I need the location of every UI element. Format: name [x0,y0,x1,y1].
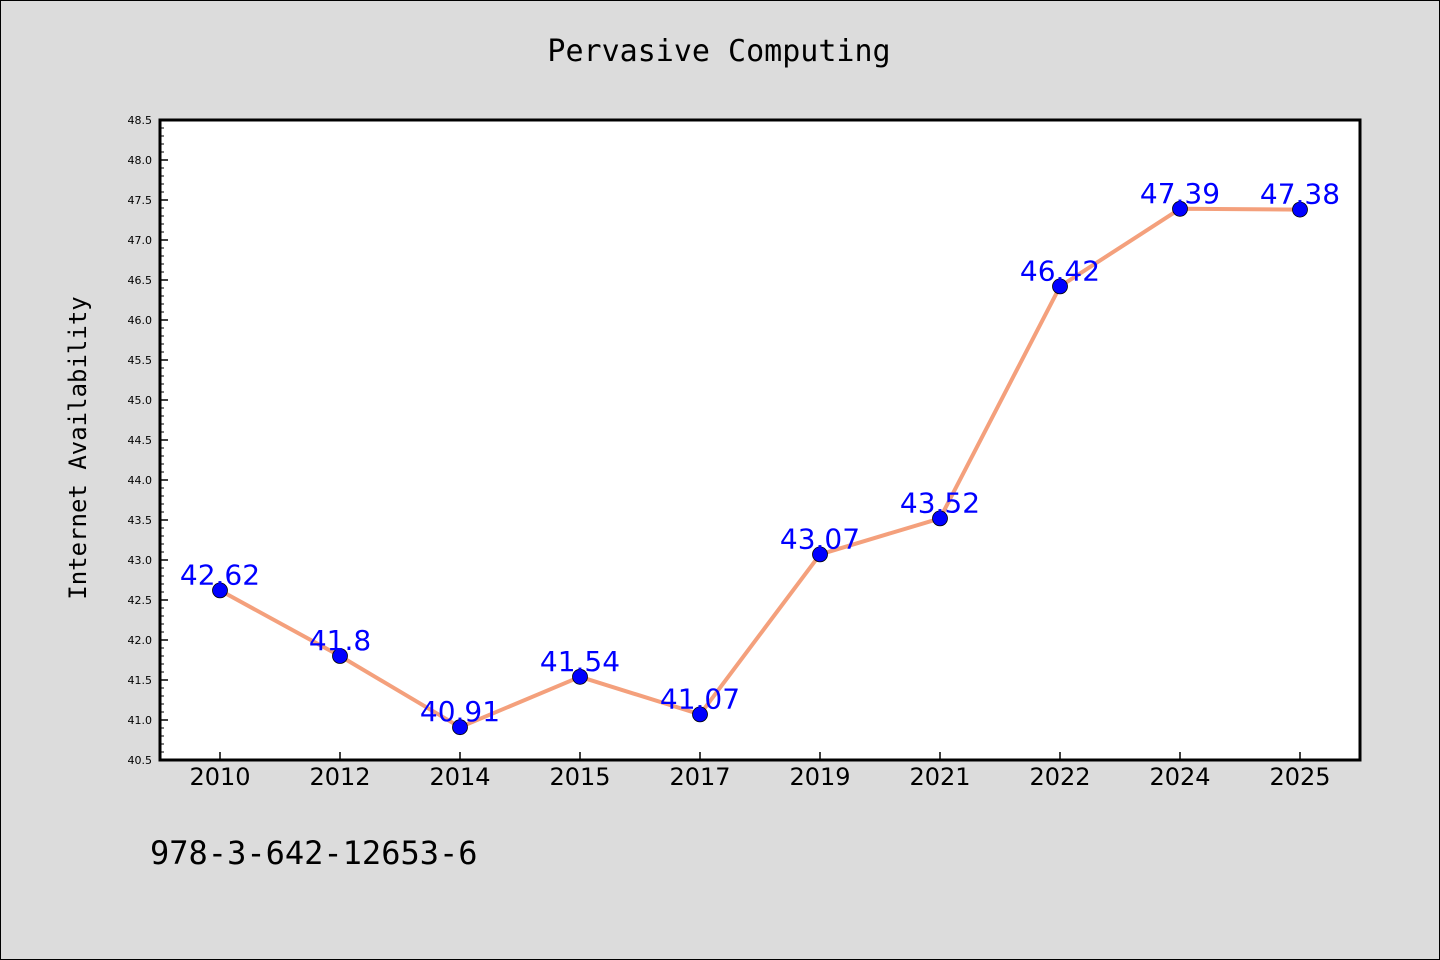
data-point [692,706,708,723]
y-axis-label: Internet Availability [64,296,92,599]
y-tick-label: 47.5 [128,194,153,207]
y-tick-label: 45.0 [128,394,153,407]
x-tick-label: 2010 [189,763,250,791]
y-axis: 40.5 41.0 41.5 42.0 42.5 43.0 43.5 44.0 44.5 45.0… [128,114,168,767]
y-tick-label: 41.5 [128,674,153,687]
data-label: 47.39 [1140,177,1220,210]
plot-border [158,118,1362,762]
data-label: 43.07 [780,522,860,555]
x-tick-label: 2022 [1029,763,1090,791]
plot-area [160,120,1360,760]
data-label: 40.91 [420,695,500,728]
data-label: 42.62 [180,558,260,591]
y-tick-label: 41.0 [128,714,153,727]
x-tick-label: 2024 [1149,763,1210,791]
y-tick-label: 44.0 [128,474,153,487]
data-label: 47.38 [1260,178,1340,211]
y-tick-label: 46.0 [128,314,153,327]
series-markers [212,200,1308,736]
data-label: 41.07 [660,682,740,715]
y-tick-label: 42.0 [128,634,153,647]
y-tick-label: 48.0 [128,154,153,167]
x-tick-label: 2017 [669,763,730,791]
data-labels: 42.62 41.8 40.91 41.54 41.07 43.07 43.52 46.42 4… [180,177,1340,728]
y-tick-label: 40.5 [128,754,153,767]
data-point [212,582,228,599]
x-tick-label: 2025 [1269,763,1330,791]
data-point [572,668,588,685]
x-axis: 2010 2012 2014 2015 2017 2019 2021 2022 2024 2025 [189,752,1331,791]
data-point [1292,201,1308,218]
y-tick-label: 47.0 [128,234,153,247]
y-tick-label: 43.0 [128,554,153,567]
y-tick-label: 48.5 [128,114,153,127]
y-tick-label: 43.5 [128,514,153,527]
y-tick-label: 42.5 [128,594,153,607]
x-tick-label: 2014 [429,763,490,791]
chart-title: Pervasive Computing [547,34,891,69]
isbn-text: 978-3-642-12653-6 [150,834,478,872]
data-point [932,510,948,527]
y-tick-label: 45.5 [128,354,153,367]
data-point [1172,200,1188,217]
data-point [452,719,468,736]
data-label: 46.42 [1020,254,1100,287]
x-tick-label: 2012 [309,763,370,791]
series-line [219,206,1301,730]
x-tick-label: 2015 [549,763,610,791]
data-label: 41.54 [540,645,620,678]
y-tick-label: 46.5 [128,274,153,287]
data-label: 41.8 [309,624,371,657]
y-tick-label: 44.5 [128,434,153,447]
data-point [1052,278,1068,295]
data-point [332,648,348,664]
x-tick-label: 2019 [789,763,850,791]
x-tick-label: 2021 [909,763,970,791]
data-label: 43.52 [900,486,980,519]
data-point [812,546,828,563]
